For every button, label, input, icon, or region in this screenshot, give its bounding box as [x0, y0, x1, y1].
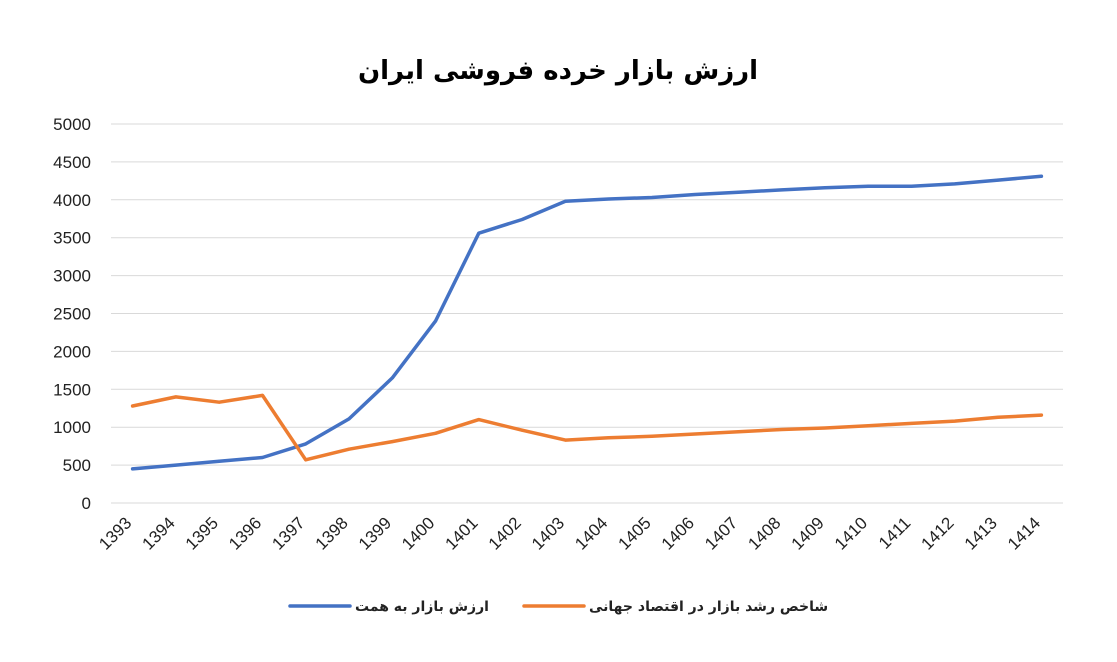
data-point	[823, 426, 827, 430]
data-point	[563, 438, 567, 442]
data-point	[260, 393, 264, 397]
x-tick-label: 1396	[225, 513, 265, 553]
data-point	[347, 447, 351, 451]
data-point	[866, 184, 870, 188]
data-point	[693, 192, 697, 196]
data-point	[260, 456, 264, 460]
x-tick-label: 1393	[95, 513, 135, 553]
x-tick-label: 1400	[398, 513, 438, 553]
data-point	[174, 463, 178, 467]
x-tick-label: 1412	[917, 513, 957, 553]
y-tick-label: 3000	[53, 267, 91, 286]
data-point	[607, 436, 611, 440]
data-point	[996, 178, 1000, 182]
x-tick-label: 1402	[485, 513, 525, 553]
y-tick-label: 5000	[53, 115, 91, 134]
chart-title: ارزش بازار خرده فروشی ایران	[358, 56, 758, 86]
data-point	[477, 231, 481, 235]
data-point	[910, 184, 914, 188]
y-tick-label: 0	[82, 494, 91, 513]
x-tick-label: 1413	[961, 513, 1001, 553]
data-point	[1039, 413, 1043, 417]
x-tick-label: 1408	[744, 513, 784, 553]
x-tick-label: 1398	[312, 513, 352, 553]
legend-label-1: ارزش بازار به همت	[355, 599, 489, 615]
data-point	[520, 428, 524, 432]
data-point	[434, 431, 438, 435]
y-axis-tick-labels: 0 500 1000 1500 2000 2500 3000 3500 4000 4500 5000	[53, 115, 91, 513]
x-tick-label: 1407	[701, 513, 741, 553]
data-point	[174, 395, 178, 399]
x-tick-label: 1397	[268, 513, 308, 553]
data-point	[823, 186, 827, 190]
data-point	[131, 404, 135, 408]
data-point	[780, 188, 784, 192]
x-tick-label: 1405	[615, 513, 655, 553]
data-point	[650, 434, 654, 438]
x-tick-label: 1414	[1004, 513, 1044, 553]
x-tick-label: 1394	[139, 513, 179, 553]
series-line-2	[130, 393, 1044, 462]
data-point	[736, 190, 740, 194]
y-tick-label: 4000	[53, 191, 91, 210]
data-point	[607, 197, 611, 201]
y-tick-label: 500	[63, 456, 91, 475]
y-tick-label: 4500	[53, 153, 91, 172]
data-point	[563, 199, 567, 203]
y-tick-label: 2500	[53, 305, 91, 324]
data-point	[1039, 174, 1043, 178]
x-tick-label: 1404	[571, 513, 611, 553]
legend: ارزش بازار به همت شاخص رشد بازار در اقتصا…	[288, 599, 828, 615]
x-tick-label: 1406	[658, 513, 698, 553]
data-point	[217, 459, 221, 463]
data-point	[390, 440, 394, 444]
data-point	[477, 418, 481, 422]
x-tick-label: 1399	[355, 513, 395, 553]
data-point	[736, 430, 740, 434]
data-point	[520, 218, 524, 222]
data-point	[650, 196, 654, 200]
data-point	[304, 458, 308, 462]
series-line-1	[130, 174, 1044, 471]
y-tick-label: 3500	[53, 229, 91, 248]
data-point	[953, 182, 957, 186]
x-tick-label: 1409	[788, 513, 828, 553]
x-tick-label: 1401	[441, 513, 481, 553]
data-point	[131, 467, 135, 471]
y-tick-label: 1000	[53, 418, 91, 437]
data-point	[910, 421, 914, 425]
y-tick-label: 2000	[53, 342, 91, 361]
data-point	[996, 415, 1000, 419]
x-tick-label: 1395	[182, 513, 222, 553]
data-point	[780, 427, 784, 431]
x-axis-tick-labels: 1393 1394 1395 1396 1397 1398 1399 1400 1401 1402…	[95, 513, 1044, 553]
data-point	[693, 432, 697, 436]
data-point	[217, 400, 221, 404]
data-point	[434, 319, 438, 323]
y-tick-label: 1500	[53, 380, 91, 399]
x-tick-label: 1410	[831, 513, 871, 553]
data-point	[347, 417, 351, 421]
gridlines	[111, 123, 1063, 504]
x-tick-label: 1411	[875, 513, 914, 552]
legend-label-2: شاخص رشد بازار در اقتصاد جهانی	[589, 599, 828, 615]
data-point	[953, 419, 957, 423]
data-point	[390, 376, 394, 380]
series-lines	[130, 174, 1044, 471]
x-tick-label: 1403	[528, 513, 568, 553]
data-point	[866, 424, 870, 428]
data-point	[304, 442, 308, 446]
